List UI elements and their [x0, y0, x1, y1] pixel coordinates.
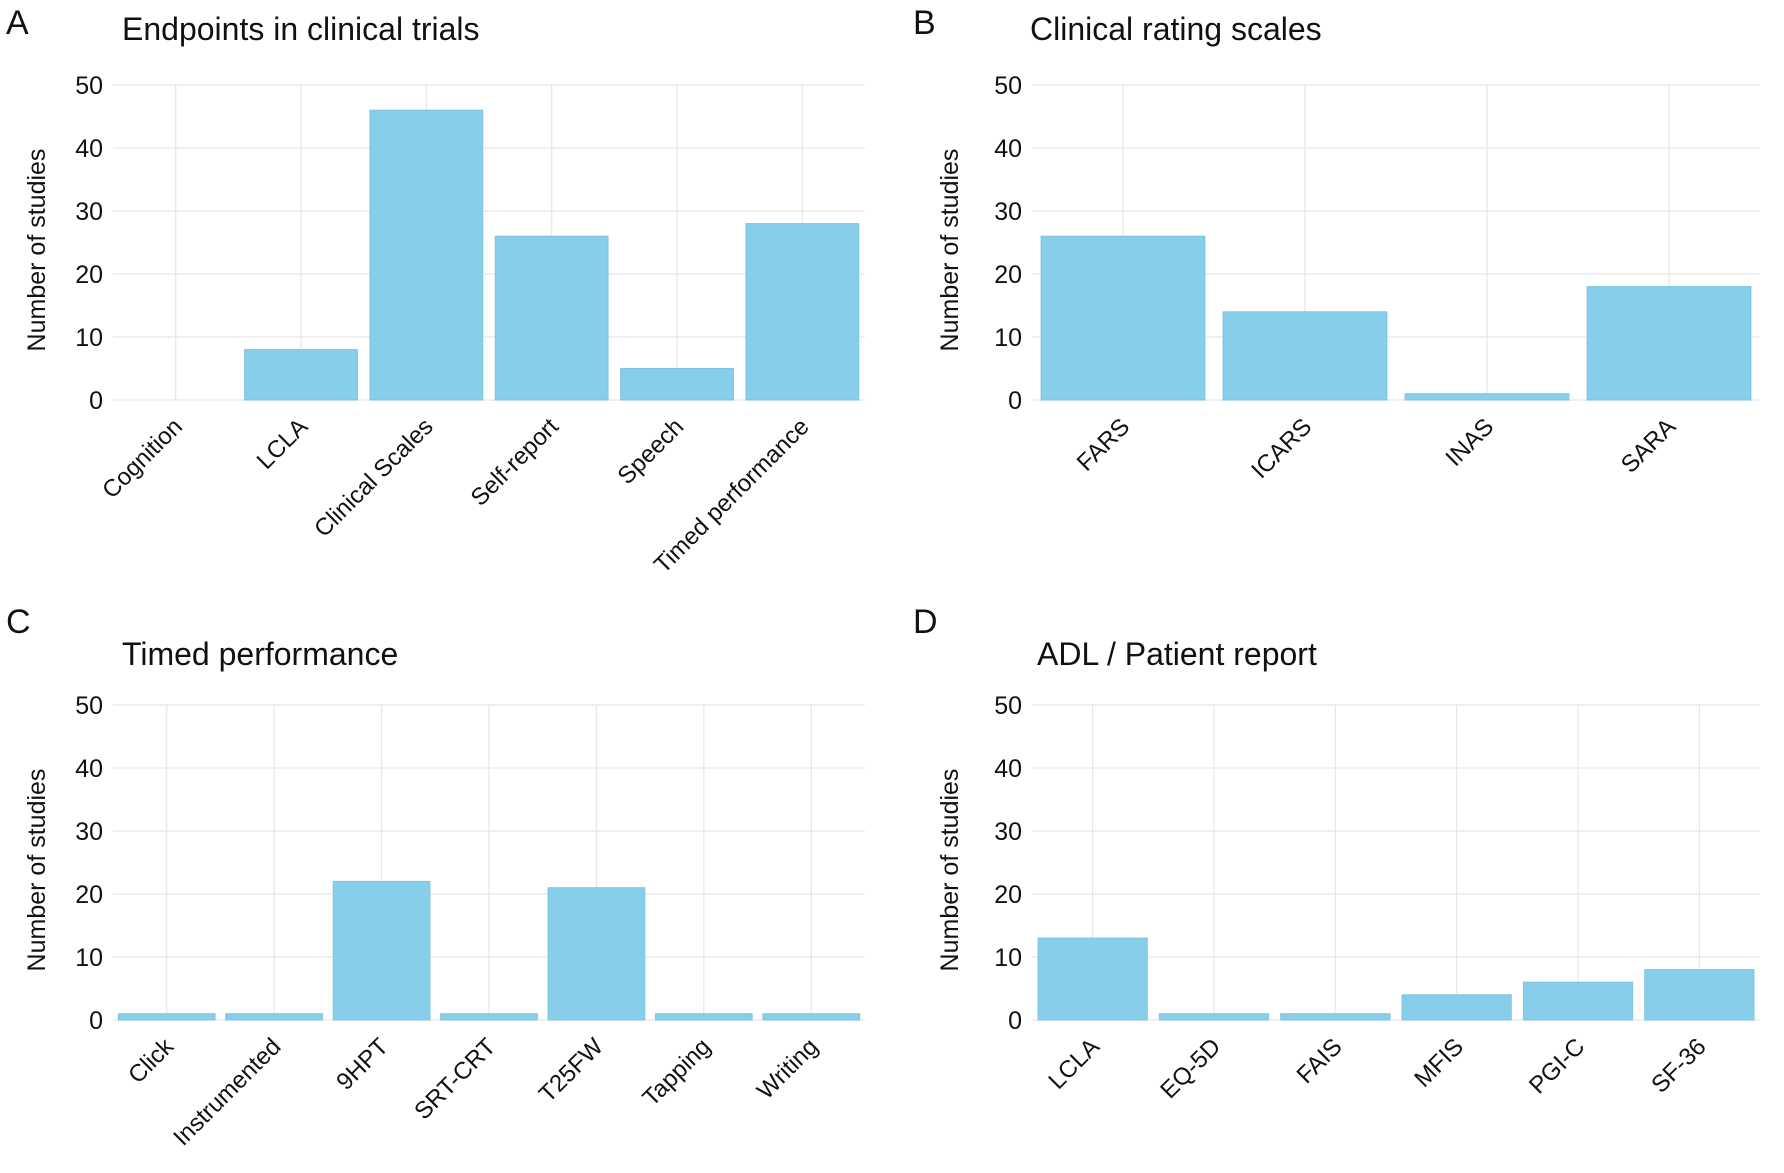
- x-tick-label: SRT-CRT: [409, 1033, 501, 1125]
- x-tick-label: Speech: [613, 413, 690, 490]
- chart-title: Endpoints in clinical trials: [122, 11, 480, 47]
- y-tick-label: 20: [75, 261, 103, 289]
- bar-tapping: [655, 1013, 753, 1021]
- y-tick-label: 40: [994, 755, 1022, 783]
- bar-self-report: [494, 235, 609, 401]
- chart-title: ADL / Patient report: [1037, 636, 1317, 672]
- x-tick-label: Cognition: [97, 413, 188, 504]
- chart-title: Clinical rating scales: [1030, 11, 1322, 47]
- y-tick-label: 30: [75, 818, 103, 846]
- y-tick-label: 30: [75, 198, 103, 226]
- bar-mfis: [1401, 994, 1512, 1021]
- x-tick-label: Click: [123, 1032, 180, 1089]
- y-tick-label: 10: [994, 944, 1022, 972]
- bar-inas: [1404, 393, 1570, 401]
- chart-title: Timed performance: [122, 636, 398, 672]
- x-tick-label: INAS: [1441, 413, 1500, 472]
- y-tick-label: 20: [994, 261, 1022, 289]
- bar-sf-36: [1644, 969, 1755, 1021]
- bar-t25fw: [547, 887, 646, 1021]
- panel-b: B Clinical rating scales Number of studi…: [913, 4, 1760, 484]
- panel-a: A Endpoints in clinical trials Number of…: [6, 4, 865, 579]
- panel-letter: D: [913, 603, 938, 641]
- x-tick-label: LCLA: [1043, 1033, 1105, 1095]
- y-tick-label: 50: [994, 692, 1022, 720]
- bar-9hpt: [332, 880, 431, 1021]
- y-tick-label: 10: [994, 324, 1022, 352]
- x-tick-label: Self-report: [466, 413, 565, 512]
- bar-sara: [1586, 286, 1752, 401]
- y-axis-label: Number of studies: [23, 149, 51, 352]
- x-tick-label: Writing: [752, 1033, 824, 1105]
- y-axis-label: Number of studies: [23, 769, 51, 972]
- y-tick-label: 10: [75, 944, 103, 972]
- x-tick-label: T25FW: [534, 1033, 609, 1108]
- panel-letter: B: [913, 4, 936, 42]
- y-axis-label: Number of studies: [936, 149, 964, 352]
- y-tick-label: 0: [89, 1007, 103, 1035]
- y-tick-label: 30: [994, 198, 1022, 226]
- x-tick-label: LCLA: [252, 413, 314, 475]
- x-tick-label: SF-36: [1646, 1033, 1711, 1098]
- y-tick-label: 0: [1008, 1007, 1022, 1035]
- x-tick-label: SARA: [1616, 413, 1681, 478]
- bar-eq-5d: [1158, 1013, 1270, 1021]
- y-tick-label: 0: [89, 387, 103, 415]
- y-tick-label: 50: [75, 692, 103, 720]
- y-tick-label: 40: [75, 135, 103, 163]
- y-tick-label: 30: [994, 818, 1022, 846]
- x-tick-label: ICARS: [1246, 413, 1317, 484]
- panel-c: C Timed performance Number of studies 0 1…: [6, 603, 865, 1151]
- x-tick-label: FAIS: [1292, 1033, 1348, 1089]
- bar-lcla: [1037, 937, 1148, 1021]
- panel-d: D ADL / Patient report Number of studies…: [913, 603, 1760, 1104]
- x-tick-label: MFIS: [1409, 1033, 1469, 1093]
- bar-clinical-scales: [369, 109, 484, 401]
- bar-srt-crt: [440, 1013, 538, 1021]
- panel-letter: C: [6, 603, 31, 641]
- x-tick-label: 9HPT: [331, 1033, 394, 1096]
- x-tick-label: FARS: [1072, 413, 1135, 476]
- panel-letter: A: [6, 4, 29, 42]
- x-tick-label: Clinical Scales: [309, 413, 438, 542]
- bar-fars: [1040, 235, 1206, 401]
- bar-speech: [620, 368, 734, 401]
- bar-fais: [1280, 1013, 1391, 1021]
- y-tick-label: 50: [994, 72, 1022, 100]
- y-tick-label: 10: [75, 324, 103, 352]
- bar-lcla: [244, 349, 358, 401]
- bar-instrumented: [225, 1013, 323, 1021]
- y-tick-label: 40: [994, 135, 1022, 163]
- y-axis-label: Number of studies: [936, 769, 964, 972]
- bar-icars: [1222, 311, 1388, 401]
- x-tick-label: PGI-C: [1524, 1033, 1590, 1099]
- bar-pgi-c: [1522, 981, 1634, 1021]
- y-tick-label: 40: [75, 755, 103, 783]
- y-tick-label: 20: [994, 881, 1022, 909]
- y-tick-label: 0: [1008, 387, 1022, 415]
- y-tick-label: 50: [75, 72, 103, 100]
- bar-click: [117, 1013, 216, 1021]
- bar-writing: [762, 1013, 861, 1021]
- x-tick-label: Tapping: [638, 1033, 717, 1112]
- x-tick-label: Instrumented: [168, 1033, 286, 1151]
- bar-timed-performance: [745, 223, 860, 401]
- y-tick-label: 20: [75, 881, 103, 909]
- x-tick-label: EQ-5D: [1155, 1033, 1226, 1104]
